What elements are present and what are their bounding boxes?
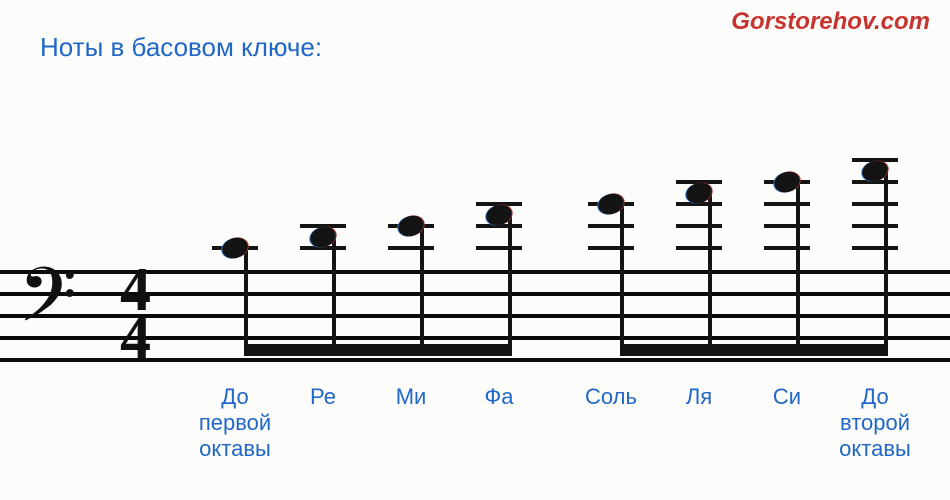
watermark-text: Gorstorehov.com [731,8,930,36]
note-label: Ля [649,384,749,410]
note-label: Ми [361,384,461,410]
ledger-line [852,202,898,206]
time-signature: 44 [120,266,151,363]
ledger-line [764,202,810,206]
ledger-line [388,246,434,250]
beam [244,344,512,356]
beam [620,344,888,356]
ledger-line [588,224,634,228]
note-stem [708,193,712,356]
diagram-title: Ноты в басовом ключе: [40,32,322,63]
ledger-line [852,224,898,228]
note-label: Ре [273,384,373,410]
ledger-line [764,246,810,250]
note-label: Допервойоктавы [185,384,285,462]
note-stem [508,215,512,356]
note-label: Си [737,384,837,410]
note-stem [884,171,888,356]
note-label: Соль [561,384,661,410]
ledger-line [676,224,722,228]
note-stem [796,182,800,356]
ledger-line [764,224,810,228]
ledger-line [476,246,522,250]
note-stem [244,248,248,356]
music-stage: 𝄢44ДопервойоктавыРеМиФаСольЛяСиДовторойо… [0,80,950,400]
note-stem [620,204,624,356]
ledger-line [676,246,722,250]
note-label: Довторойоктавы [825,384,925,462]
bass-clef: 𝄢 [18,252,77,360]
ledger-line [588,246,634,250]
ledger-line [852,246,898,250]
note-stem [332,237,336,356]
note-stem [420,226,424,356]
note-label: Фа [449,384,549,410]
